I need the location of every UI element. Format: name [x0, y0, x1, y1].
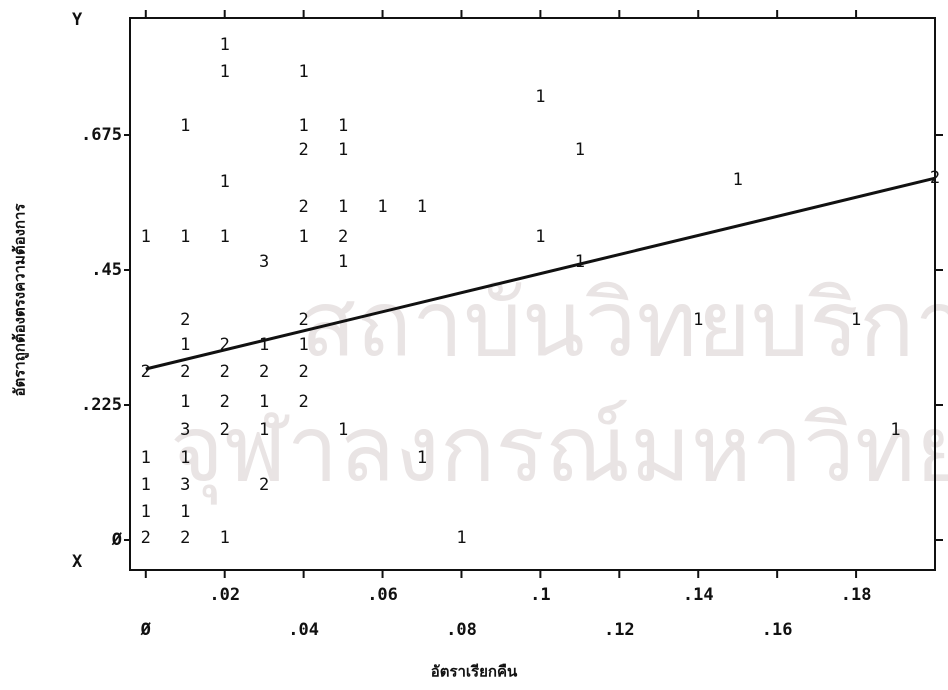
point-count: 3: [180, 420, 190, 440]
point-count: 1: [299, 335, 309, 355]
x-tick-label: .1: [530, 585, 550, 605]
point-count: 2: [338, 227, 348, 247]
point-count: 2: [220, 362, 230, 382]
point-count: 1: [180, 335, 190, 355]
x-tick-label: .14: [683, 585, 714, 605]
watermark: จุฬาลงกรณ์มหาวิทยาลัย: [170, 395, 948, 505]
point-count: 1: [338, 420, 348, 440]
x-tick-label: .02: [209, 585, 240, 605]
point-count: 1: [851, 310, 861, 330]
point-count: 2: [220, 392, 230, 412]
point-count: 1: [180, 392, 190, 412]
point-count: 1: [180, 502, 190, 522]
point-count: 1: [377, 197, 387, 217]
watermark: สถาบันวิทยบริการ: [300, 270, 948, 377]
x-axis-title: อัตราเรียกคืน: [431, 663, 518, 681]
point-count: 2: [299, 392, 309, 412]
point-count: 1: [417, 197, 427, 217]
point-count: 1: [338, 116, 348, 136]
point-count: 2: [299, 140, 309, 160]
point-count: 2: [299, 197, 309, 217]
x-tick-label: .18: [841, 585, 872, 605]
point-count: 1: [220, 227, 230, 247]
point-count: 1: [141, 502, 151, 522]
point-count: 2: [141, 362, 151, 382]
point-count: 2: [259, 362, 269, 382]
point-count: 1: [220, 172, 230, 192]
point-count: 1: [575, 140, 585, 160]
point-count: 3: [259, 252, 269, 272]
point-count: 1: [259, 420, 269, 440]
plot-frame: [129, 17, 936, 571]
y-tick-label: .675: [81, 125, 122, 145]
point-count: 1: [259, 335, 269, 355]
point-count: 1: [338, 252, 348, 272]
point-count: 1: [535, 227, 545, 247]
point-count: 1: [299, 62, 309, 82]
point-count: 1: [220, 528, 230, 548]
point-count: 1: [535, 87, 545, 107]
point-count: 1: [693, 310, 703, 330]
point-count: 1: [890, 420, 900, 440]
point-count: 2: [180, 528, 190, 548]
point-count: 1: [141, 475, 151, 495]
y-tick-label: Ø: [111, 530, 123, 550]
point-count: 1: [338, 197, 348, 217]
x-tick-label: .16: [762, 620, 793, 640]
point-count: 2: [220, 335, 230, 355]
x-tick-label: .06: [367, 585, 398, 605]
x-tick-label: .04: [288, 620, 319, 640]
point-count: 1: [733, 170, 743, 190]
point-count: 2: [220, 420, 230, 440]
point-count: 1: [220, 35, 230, 55]
point-count: 3: [180, 475, 190, 495]
point-count: 2: [299, 310, 309, 330]
point-count: 1: [417, 448, 427, 468]
point-count: 2: [299, 362, 309, 382]
point-count: 2: [141, 528, 151, 548]
x-tick-label: .12: [604, 620, 635, 640]
point-count: 1: [180, 227, 190, 247]
x-tick-label: .08: [446, 620, 477, 640]
y-tick-label: .225: [81, 395, 122, 415]
point-count: 1: [299, 227, 309, 247]
x-axis-letter: X: [72, 552, 83, 572]
point-count: 1: [220, 62, 230, 82]
point-count: 2: [180, 362, 190, 382]
x-tick-label: Ø: [140, 620, 152, 640]
point-count: 1: [180, 448, 190, 468]
point-count: 1: [180, 116, 190, 136]
point-count: 1: [259, 392, 269, 412]
point-count: 1: [456, 528, 466, 548]
point-count: 2: [180, 310, 190, 330]
point-count: 1: [338, 140, 348, 160]
point-count: 1: [575, 252, 585, 272]
point-count: 2: [259, 475, 269, 495]
y-axis-title: อัตราถูกต้องตรงความต้องการ: [11, 203, 30, 397]
point-count: 1: [141, 448, 151, 468]
y-tick-label: .45: [91, 260, 122, 280]
point-count: 1: [141, 227, 151, 247]
regression-line: [145, 176, 936, 371]
point-count: 1: [299, 116, 309, 136]
y-axis-letter: Y: [72, 10, 83, 30]
